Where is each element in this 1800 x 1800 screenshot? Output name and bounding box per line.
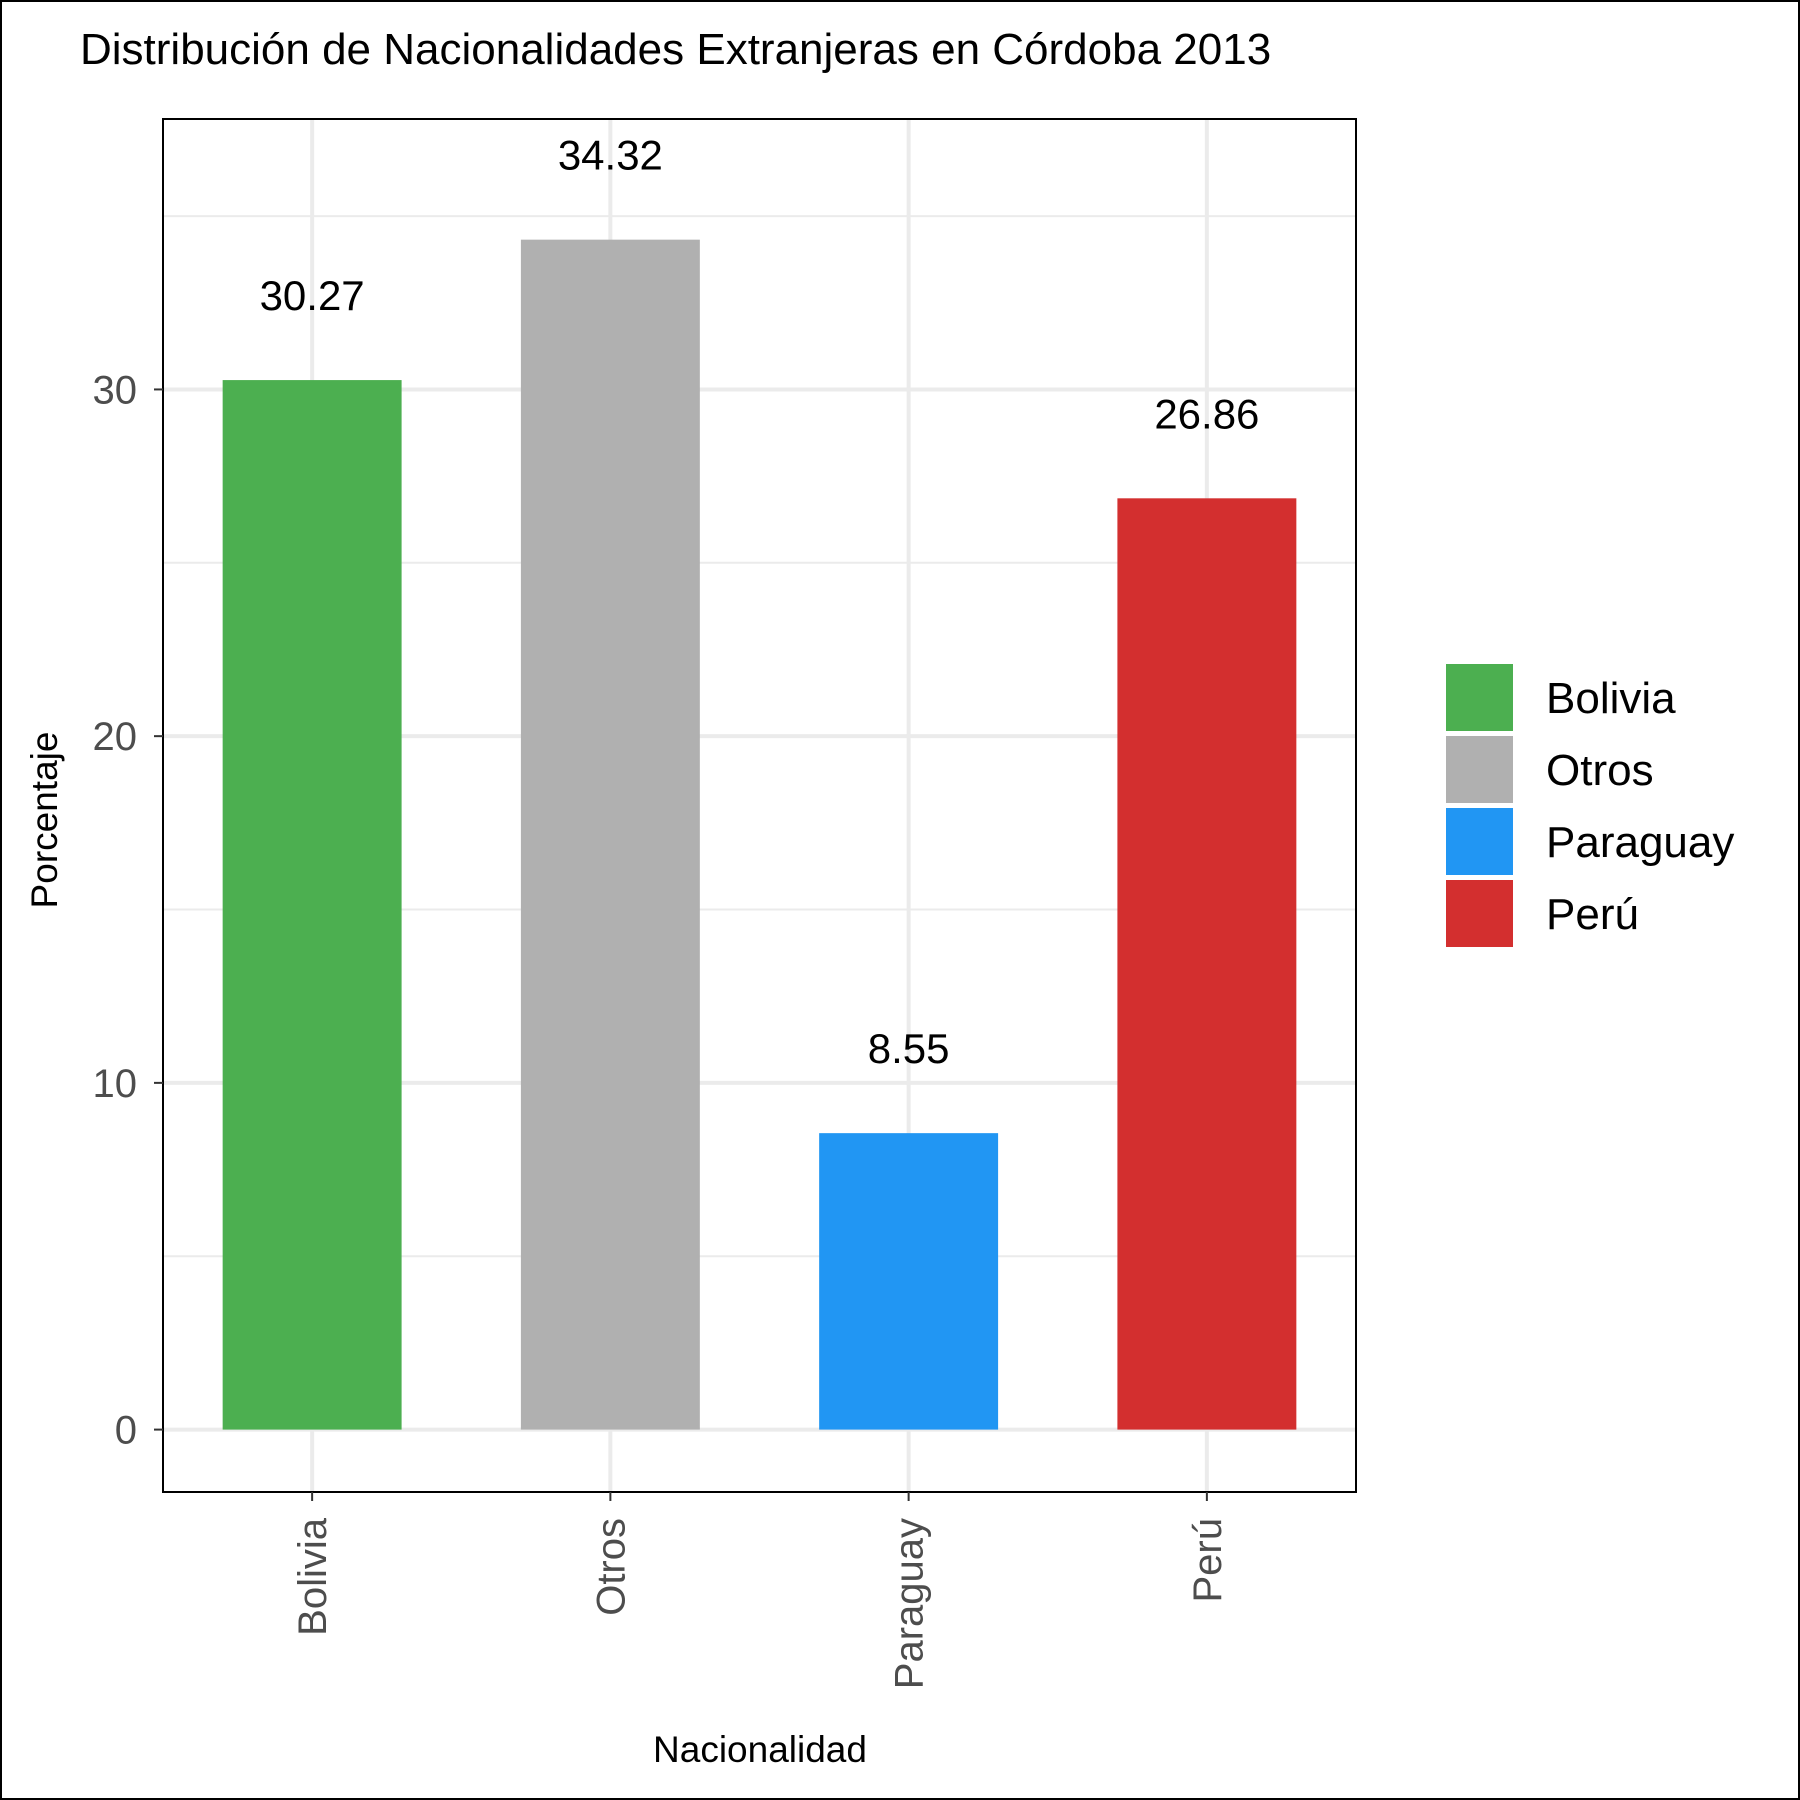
value-labels: 30.27 34.32 8.55 26.86 <box>260 132 1260 1072</box>
chart-title: Distribución de Nacionalidades Extranjer… <box>80 25 1271 74</box>
legend-label: Bolivia <box>1546 674 1676 723</box>
value-label: 34.32 <box>558 132 663 179</box>
y-tick-label: 0 <box>115 1409 137 1453</box>
value-label: 26.86 <box>1154 390 1259 437</box>
legend: Bolivia Otros Paraguay Perú <box>1446 664 1734 947</box>
legend-swatch <box>1446 808 1513 875</box>
y-axis-ticks: 0 10 20 30 <box>93 368 163 1453</box>
x-tick-label: Perú <box>1186 1518 1230 1603</box>
value-label: 8.55 <box>868 1025 950 1072</box>
legend-label: Paraguay <box>1546 818 1734 867</box>
y-tick-label: 20 <box>93 715 138 759</box>
x-axis-ticks: Bolivia Otros Paraguay Perú <box>291 1492 1230 1689</box>
legend-swatch <box>1446 664 1513 731</box>
x-tick-label: Paraguay <box>888 1518 932 1689</box>
bars <box>222 239 1297 1430</box>
y-tick-label: 10 <box>93 1062 138 1106</box>
bar-perú <box>1117 498 1297 1430</box>
legend-label: Perú <box>1546 890 1639 939</box>
x-axis-title: Nacionalidad <box>653 1729 867 1770</box>
bar-otros <box>520 239 700 1430</box>
bar-bolivia <box>222 380 402 1430</box>
x-tick-label: Bolivia <box>291 1517 335 1636</box>
legend-swatch <box>1446 880 1513 947</box>
plot-panel-border <box>162 118 1357 1493</box>
legend-swatch <box>1446 736 1513 803</box>
x-tick-label: Otros <box>589 1518 633 1616</box>
bar-paraguay <box>819 1133 999 1430</box>
value-label: 30.27 <box>260 272 365 319</box>
y-axis-title: Porcentaje <box>24 732 65 909</box>
y-tick-label: 30 <box>93 368 138 412</box>
legend-label: Otros <box>1546 746 1654 795</box>
